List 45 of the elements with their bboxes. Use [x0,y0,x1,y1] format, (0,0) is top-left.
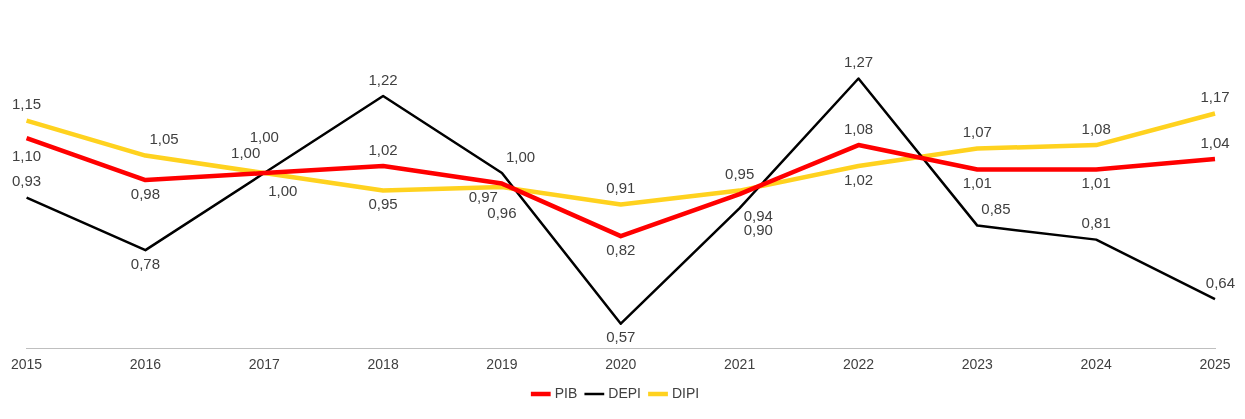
data-label: 1,00 [268,181,298,199]
x-tick-label: 2018 [367,356,399,373]
data-label: 1,17 [1200,88,1230,106]
x-tick-label: 2020 [605,356,637,373]
data-label: 1,04 [1200,133,1230,151]
data-label: 1,00 [505,147,536,165]
x-tick-label: 2023 [961,356,994,373]
data-label: 0,91 [606,179,636,197]
data-label: 0,98 [130,184,161,202]
data-label: 0,97 [468,188,498,206]
data-label: 0,96 [487,203,517,221]
data-label: 0,85 [981,200,1011,218]
data-label: 0,95 [368,195,398,213]
x-tick-label: 2021 [724,356,756,373]
data-label: 1,00 [231,143,261,161]
data-label: 1,05 [149,130,179,148]
data-label: 1,00 [249,127,279,145]
data-label: 0,95 [725,165,755,183]
data-label: 1,02 [843,170,874,188]
data-label: 1,02 [368,140,398,158]
x-tick-label: 2019 [486,356,518,373]
data-label: 1,15 [11,95,42,113]
legend-label: PIB [554,384,578,401]
data-label: 0,93 [11,172,42,190]
data-label: 0,82 [606,240,636,258]
legend-label: DIPI [672,384,700,401]
x-tick-label: 2016 [129,356,162,373]
data-label: 1,08 [843,119,874,137]
data-label: 0,78 [130,254,161,272]
data-label: 0,57 [606,328,636,346]
x-tick-label: 2022 [842,356,875,373]
data-label: 1,08 [1081,119,1111,137]
x-tick-label: 2025 [1199,356,1231,373]
data-label: 1,01 [1081,174,1111,192]
data-label: 1,22 [368,70,398,88]
legend-label: DEPI [608,384,642,401]
data-label: 1,07 [962,123,992,141]
data-label: 0,81 [1081,214,1111,232]
data-label: 1,27 [843,53,874,71]
x-tick-label: 2024 [1080,356,1112,373]
x-tick-label: 2015 [10,356,43,373]
x-tick-label: 2017 [248,356,281,373]
data-label: 1,10 [11,146,42,164]
data-label: 0,64 [1205,273,1235,291]
data-label: 1,01 [962,174,992,192]
